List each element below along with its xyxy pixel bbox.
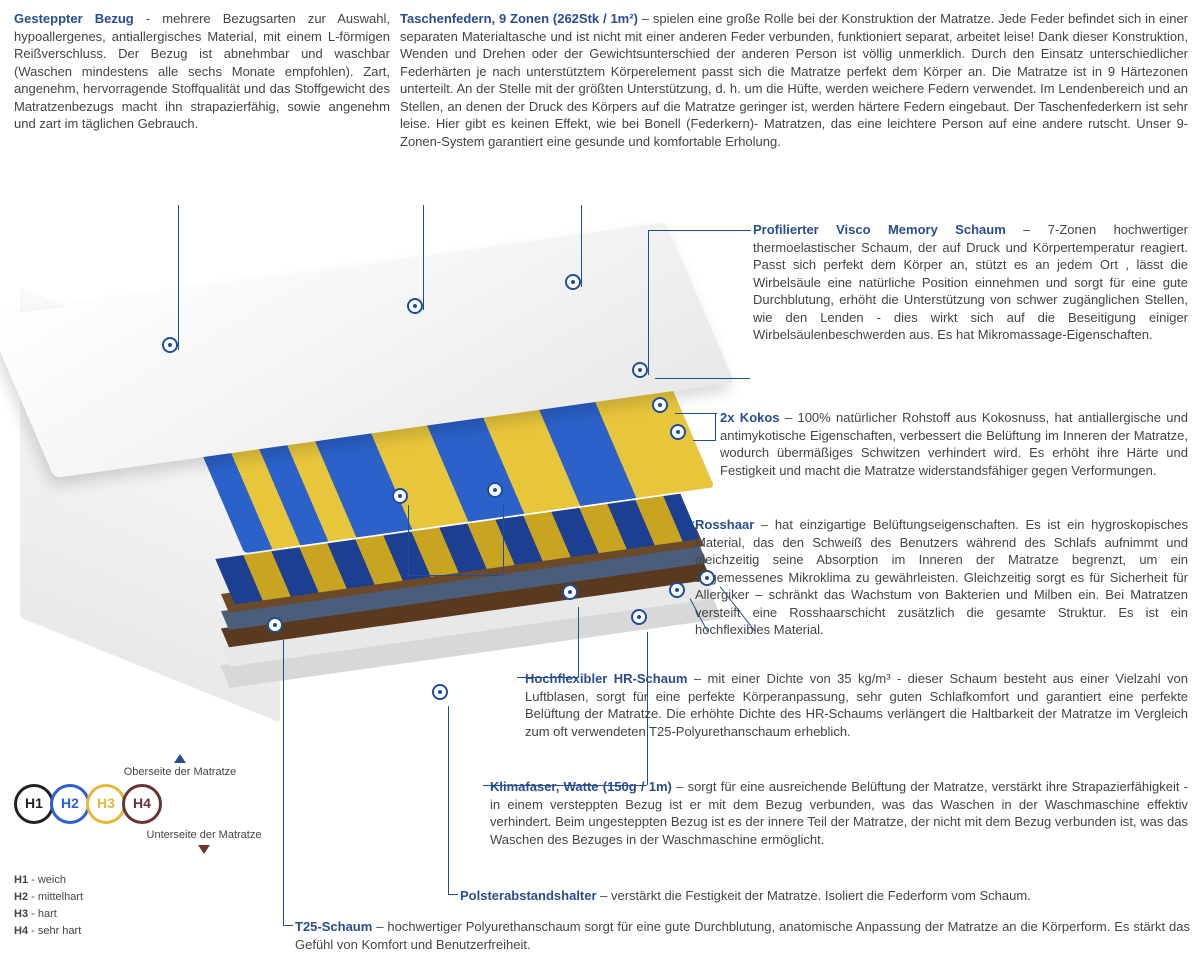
leader [448, 894, 458, 895]
legend-topside: Oberseite der Matratze [124, 766, 237, 778]
leader [581, 205, 582, 287]
leader [448, 706, 449, 894]
leader [675, 413, 717, 414]
bezug-title: Gesteppter Bezug [14, 11, 134, 26]
layer-desc-0: Profilierter Visco Memory Schaum – 7-Zon… [753, 221, 1188, 344]
layer-title: T25-Schaum [295, 919, 372, 934]
layer-title: Polsterabstandshalter [460, 888, 597, 903]
layer-title: Rosshaar [695, 517, 754, 532]
callout-marker [652, 397, 668, 413]
callout-marker [565, 274, 581, 290]
federn-title: Taschenfedern, 9 Zonen (262Stk / 1m²) [400, 11, 638, 26]
layer-title: Klimafaser, Watte (150g / 1m) [490, 779, 672, 794]
callout-marker [392, 488, 408, 504]
leader [423, 205, 424, 310]
hardness-key-h4: H4 - sehr hart [14, 923, 264, 940]
layer-text: – hochwertiger Polyurethanschaum sorgt f… [295, 919, 1190, 952]
callout-marker [487, 482, 503, 498]
federn-text: – spielen eine große Rolle bei der Konst… [400, 11, 1188, 149]
leader [408, 575, 503, 576]
hardness-circle-h1: H1 [14, 784, 54, 824]
leader [578, 607, 579, 677]
legend-bottomside: Unterseite der Matratze [147, 829, 262, 841]
hardness-key-h1: H1 - weich [14, 872, 264, 889]
callout-marker [669, 582, 685, 598]
callout-marker [432, 684, 448, 700]
hardness-circle-h2: H2 [50, 784, 90, 824]
callout-marker [407, 298, 423, 314]
leader [178, 205, 179, 350]
layer-desc-6: T25-Schaum – hochwertiger Polyurethansch… [295, 918, 1190, 953]
callout-marker [699, 570, 715, 586]
leader [408, 505, 409, 575]
callout-marker [162, 337, 178, 353]
hardness-key-h2: H2 - mittelhart [14, 889, 264, 906]
layer-title: Hochflexibler HR-Schaum [525, 671, 687, 686]
layer-text: – hat einzigartige Belüftungseigenschaft… [695, 517, 1188, 637]
callout-marker [670, 424, 686, 440]
layer-desc-5: Polsterabstandshalter – verstärkt die Fe… [460, 887, 1188, 905]
callout-marker [267, 617, 283, 633]
layer-title: 2x Kokos [720, 410, 780, 425]
layer-desc-4: Klimafaser, Watte (150g / 1m) – sorgt fü… [490, 778, 1188, 848]
leader [655, 378, 750, 379]
layer-text: – 7-Zonen hochwertiger thermoelastischer… [753, 222, 1188, 342]
callout-marker [562, 584, 578, 600]
leader [693, 440, 715, 441]
leader [648, 230, 751, 231]
layer-desc-2: Rosshaar – hat einzigartige Belüftungsei… [695, 516, 1188, 639]
layer-title: Profilierter Visco Memory Schaum [753, 222, 1006, 237]
bezug-text: - mehrere Bezugsarten zur Auswahl, hypoa… [14, 11, 390, 131]
layer-desc-3: Hochflexibler HR-Schaum – mit einer Dich… [525, 670, 1188, 740]
leader [503, 505, 504, 575]
layer-text: – 100% natürlicher Rohstoff aus Kokosnus… [720, 410, 1188, 478]
callout-marker [631, 609, 647, 625]
hardness-legend: Oberseite der Matratze H1H2H3H4 Untersei… [14, 754, 264, 940]
leader [648, 230, 649, 375]
hardness-circle-h4: H4 [122, 784, 162, 824]
hardness-circle-h3: H3 [86, 784, 126, 824]
callout-marker [632, 362, 648, 378]
layer-text: – verstärkt die Festigkeit der Matratze.… [597, 888, 1031, 903]
leader [283, 925, 293, 926]
layer-desc-1: 2x Kokos – 100% natürlicher Rohstoff aus… [720, 409, 1188, 479]
leader [715, 413, 716, 441]
leader [283, 640, 284, 925]
hardness-key-h3: H3 - hart [14, 906, 264, 923]
